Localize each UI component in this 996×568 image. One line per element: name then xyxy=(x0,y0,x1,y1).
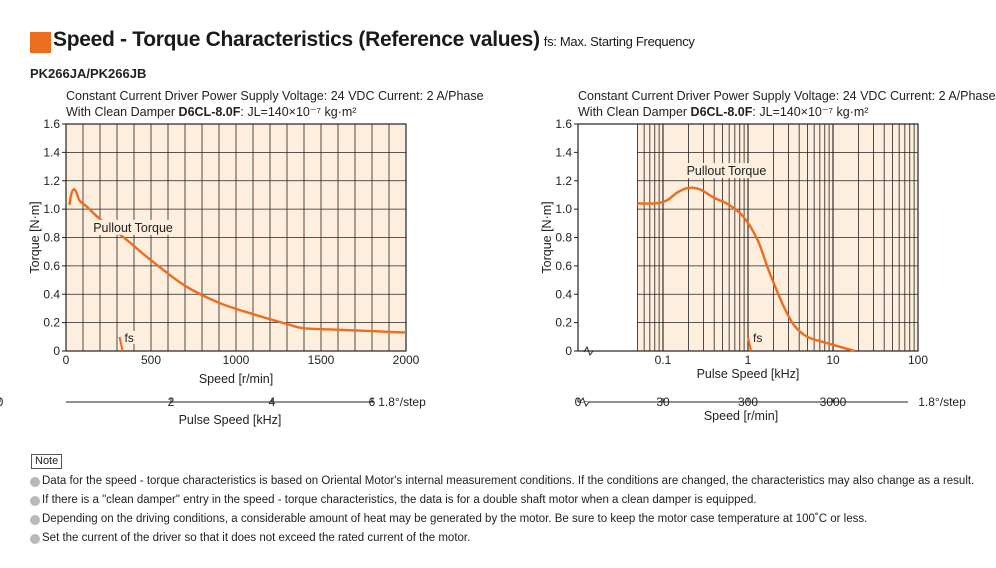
note-item: Set the current of the driver so that it… xyxy=(30,529,974,548)
y-tick-label: 0.2 xyxy=(43,316,60,330)
y-axis-label: Torque [N·m] xyxy=(540,201,554,273)
y-tick-label: 0.4 xyxy=(43,287,60,301)
fs-marker xyxy=(747,336,752,352)
note-item: Depending on the driving conditions, a c… xyxy=(30,510,974,529)
bullet-icon xyxy=(30,534,40,544)
x-axis-label: Pulse Speed [kHz] xyxy=(697,367,800,381)
fs-label: fs xyxy=(753,331,762,345)
x-tick-label: 1500 xyxy=(308,353,335,367)
axis-break-icon xyxy=(583,345,594,357)
conditions-line1: Constant Current Driver Power Supply Vol… xyxy=(66,89,484,103)
y-tick-label: 0.8 xyxy=(555,231,572,245)
secondary-tick-label: 30 xyxy=(656,395,670,409)
y-tick-label: 0.6 xyxy=(555,259,572,273)
series-line-pullout-torque xyxy=(68,188,407,334)
series-label-pullout-torque: Pullout Torque xyxy=(687,164,767,178)
fs-label-background xyxy=(752,331,764,344)
x-tick-label: 0.1 xyxy=(655,353,672,367)
page-title: Speed - Torque Characteristics (Referenc… xyxy=(53,28,695,51)
y-tick-label: 0.6 xyxy=(43,259,60,273)
y-tick-label: 0.4 xyxy=(555,287,572,301)
series-line-pullout-torque xyxy=(637,186,856,353)
conditions-line2: With Clean Damper D6CL-8.0F: JL=140×10⁻⁷… xyxy=(66,105,357,119)
secondary-tick-label: 0 xyxy=(575,395,582,409)
model-name: PK266JA/PK266JB xyxy=(30,66,147,81)
secondary-unit-note: 1.8°/step xyxy=(378,395,426,409)
page-subtitle: fs: Max. Starting Frequency xyxy=(543,34,695,49)
y-tick-label: 1.0 xyxy=(43,202,60,216)
y-tick-label: 1.6 xyxy=(555,117,572,131)
y-tick-label: 0.2 xyxy=(555,316,572,330)
x-tick-label: 2000 xyxy=(393,353,420,367)
x-tick-label: 10 xyxy=(826,353,840,367)
y-tick-label: 1.0 xyxy=(555,202,572,216)
conditions-line2: With Clean Damper D6CL-8.0F: JL=140×10⁻⁷… xyxy=(578,105,869,119)
axis-break-icon xyxy=(579,396,590,408)
y-tick-label: 1.6 xyxy=(43,117,60,131)
chart2-conditions: Constant Current Driver Power Supply Vol… xyxy=(578,88,996,120)
chart1-conditions: Constant Current Driver Power Supply Vol… xyxy=(66,88,484,120)
x-tick-label: 0 xyxy=(63,353,70,367)
secondary-unit-note: 1.8°/step xyxy=(918,395,966,409)
x-tick-label: 1 xyxy=(745,353,752,367)
fs-label-background xyxy=(123,331,136,344)
y-tick-label: 0.8 xyxy=(43,231,60,245)
fs-label: fs xyxy=(125,331,134,345)
secondary-tick-label: 3000 xyxy=(820,395,847,409)
x-tick-label: 1000 xyxy=(223,353,250,367)
note-tag: Note xyxy=(31,454,63,469)
charts-canvas: 00.20.40.60.81.01.21.41.60 500 1000 1500 200… xyxy=(0,117,966,427)
secondary-tick-label: 2 xyxy=(168,395,175,409)
y-tick-label: 0 xyxy=(53,344,60,358)
bullet-icon xyxy=(30,515,40,525)
y-tick-label: 1.2 xyxy=(555,174,572,188)
secondary-tick-label: 300 xyxy=(738,395,758,409)
series-label-background xyxy=(684,163,771,179)
note-item: Data for the speed - torque characterist… xyxy=(30,472,974,491)
x-axis-label: Speed [r/min] xyxy=(199,372,273,386)
bullet-icon xyxy=(30,496,40,506)
y-tick-label: 1.4 xyxy=(555,145,572,159)
secondary-tick-label: 0 xyxy=(0,395,4,409)
series-label-background xyxy=(91,219,178,235)
series-label-pullout-torque: Pullout Torque xyxy=(93,221,173,235)
y-axis-label: Torque [N·m] xyxy=(28,201,42,273)
secondary-tick-label: 6 xyxy=(369,395,376,409)
header-accent-square xyxy=(30,32,51,53)
y-tick-label: 0 xyxy=(565,344,572,358)
notes-list: Data for the speed - torque characterist… xyxy=(30,472,974,548)
secondary-axis-label: Pulse Speed [kHz] xyxy=(179,413,282,427)
x-tick-label: 100 xyxy=(908,353,928,367)
y-tick-label: 1.2 xyxy=(43,174,60,188)
secondary-tick-label: 4 xyxy=(269,395,276,409)
y-tick-label: 1.4 xyxy=(43,145,60,159)
fs-marker xyxy=(118,336,124,352)
x-tick-label: 500 xyxy=(141,353,161,367)
bullet-icon xyxy=(30,477,40,487)
note-item: If there is a "clean damper" entry in th… xyxy=(30,491,974,510)
conditions-line1: Constant Current Driver Power Supply Vol… xyxy=(578,89,996,103)
secondary-axis-label: Speed [r/min] xyxy=(704,409,778,423)
